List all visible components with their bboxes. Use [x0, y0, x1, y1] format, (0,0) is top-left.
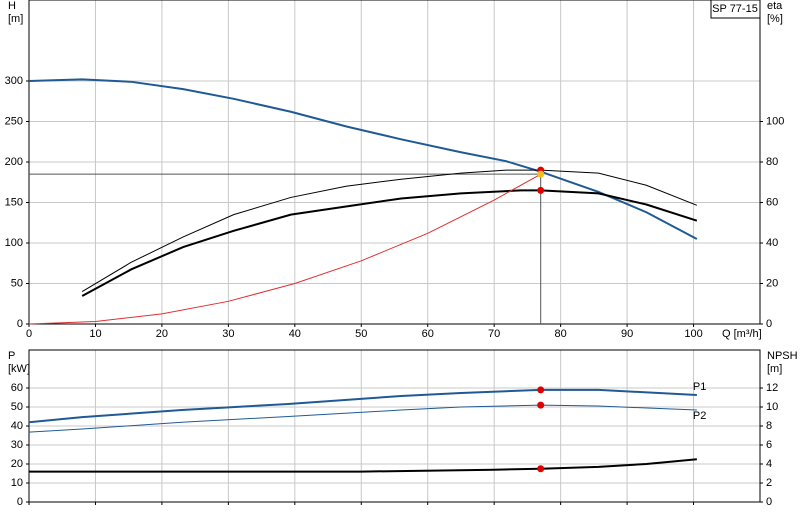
series-line	[28, 173, 541, 325]
y-axis-label: P	[8, 350, 15, 362]
x-tick-label: 0	[26, 328, 32, 340]
marker	[537, 465, 545, 473]
x-tick-label: 90	[621, 328, 633, 340]
x-tick-label: 10	[89, 328, 101, 340]
series-label: P2	[693, 410, 706, 422]
x-tick-label: 60	[422, 328, 434, 340]
y2-tick-label: 12	[766, 382, 778, 394]
y2-tick-label: 0	[766, 318, 772, 330]
y2-tick-label: 0	[766, 496, 772, 508]
y-tick-label: 200	[5, 156, 23, 168]
y2-axis-label: [%]	[767, 13, 783, 25]
plot-frame	[28, 0, 761, 325]
y2-axis-label: eta	[767, 0, 783, 12]
y2-tick-label: 100	[766, 115, 784, 127]
plot-frame	[28, 349, 761, 503]
y-tick-label: 20	[11, 458, 23, 470]
y-tick-label: 30	[11, 439, 23, 451]
y-tick-label: 0	[17, 496, 23, 508]
y-tick-label: 0	[17, 318, 23, 330]
y-tick-label: 40	[11, 420, 23, 432]
series-label: P1	[693, 381, 706, 393]
y-tick-label: 60	[11, 382, 23, 394]
y-tick-label: 150	[5, 196, 23, 208]
marker	[537, 170, 545, 178]
y-tick-label: 50	[11, 401, 23, 413]
y2-axis-label: [m]	[767, 363, 782, 375]
x-tick-label: 80	[555, 328, 567, 340]
y2-tick-label: 2	[766, 477, 772, 489]
x-tick-label: 40	[289, 328, 301, 340]
y-tick-label: 50	[11, 277, 23, 289]
y2-axis-label: NPSH	[767, 350, 798, 362]
x-axis-label: Q [m³/h]	[722, 328, 762, 340]
y2-tick-label: 80	[766, 156, 778, 168]
y2-tick-label: 8	[766, 420, 772, 432]
series-line	[81, 169, 698, 293]
marker	[537, 386, 545, 394]
y2-tick-label: 20	[766, 277, 778, 289]
y-axis-label: H	[8, 0, 16, 12]
x-tick-label: 100	[684, 328, 702, 340]
annotation-box	[710, 0, 761, 19]
y2-tick-label: 4	[766, 458, 772, 470]
x-tick-label: 50	[355, 328, 367, 340]
y-axis-label: [m]	[8, 13, 23, 25]
x-tick-label: 30	[222, 328, 234, 340]
y-tick-label: 250	[5, 115, 23, 127]
y-tick-label: 300	[5, 75, 23, 87]
y2-tick-label: 40	[766, 237, 778, 249]
y-axis-label: [kW]	[8, 363, 30, 375]
y-tick-label: 10	[11, 477, 23, 489]
y2-tick-label: 60	[766, 196, 778, 208]
y-tick-label: 100	[5, 237, 23, 249]
series-line	[28, 404, 697, 433]
x-tick-label: 20	[156, 328, 168, 340]
y2-tick-label: 10	[766, 401, 778, 413]
annotation: SP 77-15	[712, 3, 758, 15]
marker	[537, 186, 545, 194]
series-line	[28, 388, 697, 424]
series-line	[28, 78, 698, 240]
y2-tick-label: 6	[766, 439, 772, 451]
series-line	[29, 458, 697, 473]
x-tick-label: 70	[488, 328, 500, 340]
series-line	[81, 189, 698, 297]
marker	[537, 401, 545, 409]
